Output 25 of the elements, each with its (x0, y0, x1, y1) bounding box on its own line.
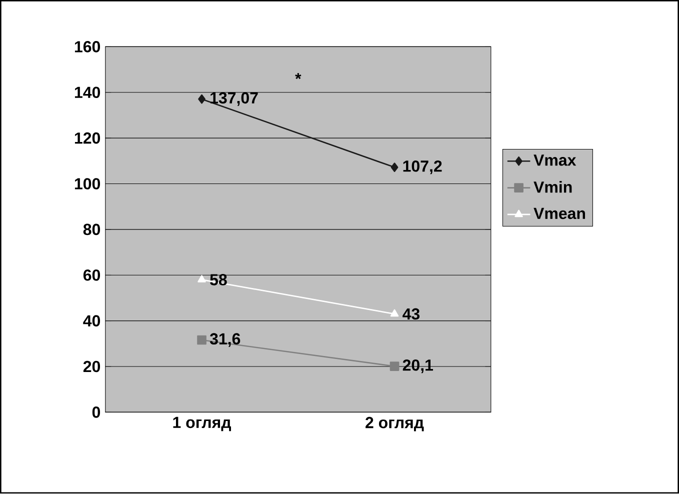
point (198, 94, 206, 104)
data-label: 58 (210, 274, 227, 286)
data-label: 20,1 (402, 360, 434, 374)
y-tick-label: 120 (74, 132, 100, 144)
data-label: 43 (402, 308, 420, 320)
y-tick-label: 60 (83, 270, 100, 281)
y-tick-label: 80 (83, 224, 100, 236)
y-tick-label: 140 (74, 86, 100, 98)
point (390, 362, 400, 372)
annotation: * (295, 73, 302, 80)
data-label: 137,07 (210, 92, 258, 106)
y-tick-label: 100 (74, 178, 100, 190)
point (390, 162, 398, 172)
y-tick-label: 160 (74, 41, 100, 53)
point (197, 336, 206, 345)
y-tick-label: 20 (83, 361, 100, 372)
y-tick-label: 40 (83, 315, 100, 327)
data-label: 31,6 (210, 333, 240, 348)
data-label: 107,2 (403, 160, 442, 174)
legend-label: Vmean (534, 208, 586, 220)
legend-label: Vmax (534, 154, 576, 166)
legend-label: Vmin (534, 181, 572, 193)
x-tick-label: 2 огляд (366, 417, 424, 432)
x-tick-label: 1 огляд (173, 417, 231, 432)
y-tick-label: 0 (92, 406, 100, 418)
